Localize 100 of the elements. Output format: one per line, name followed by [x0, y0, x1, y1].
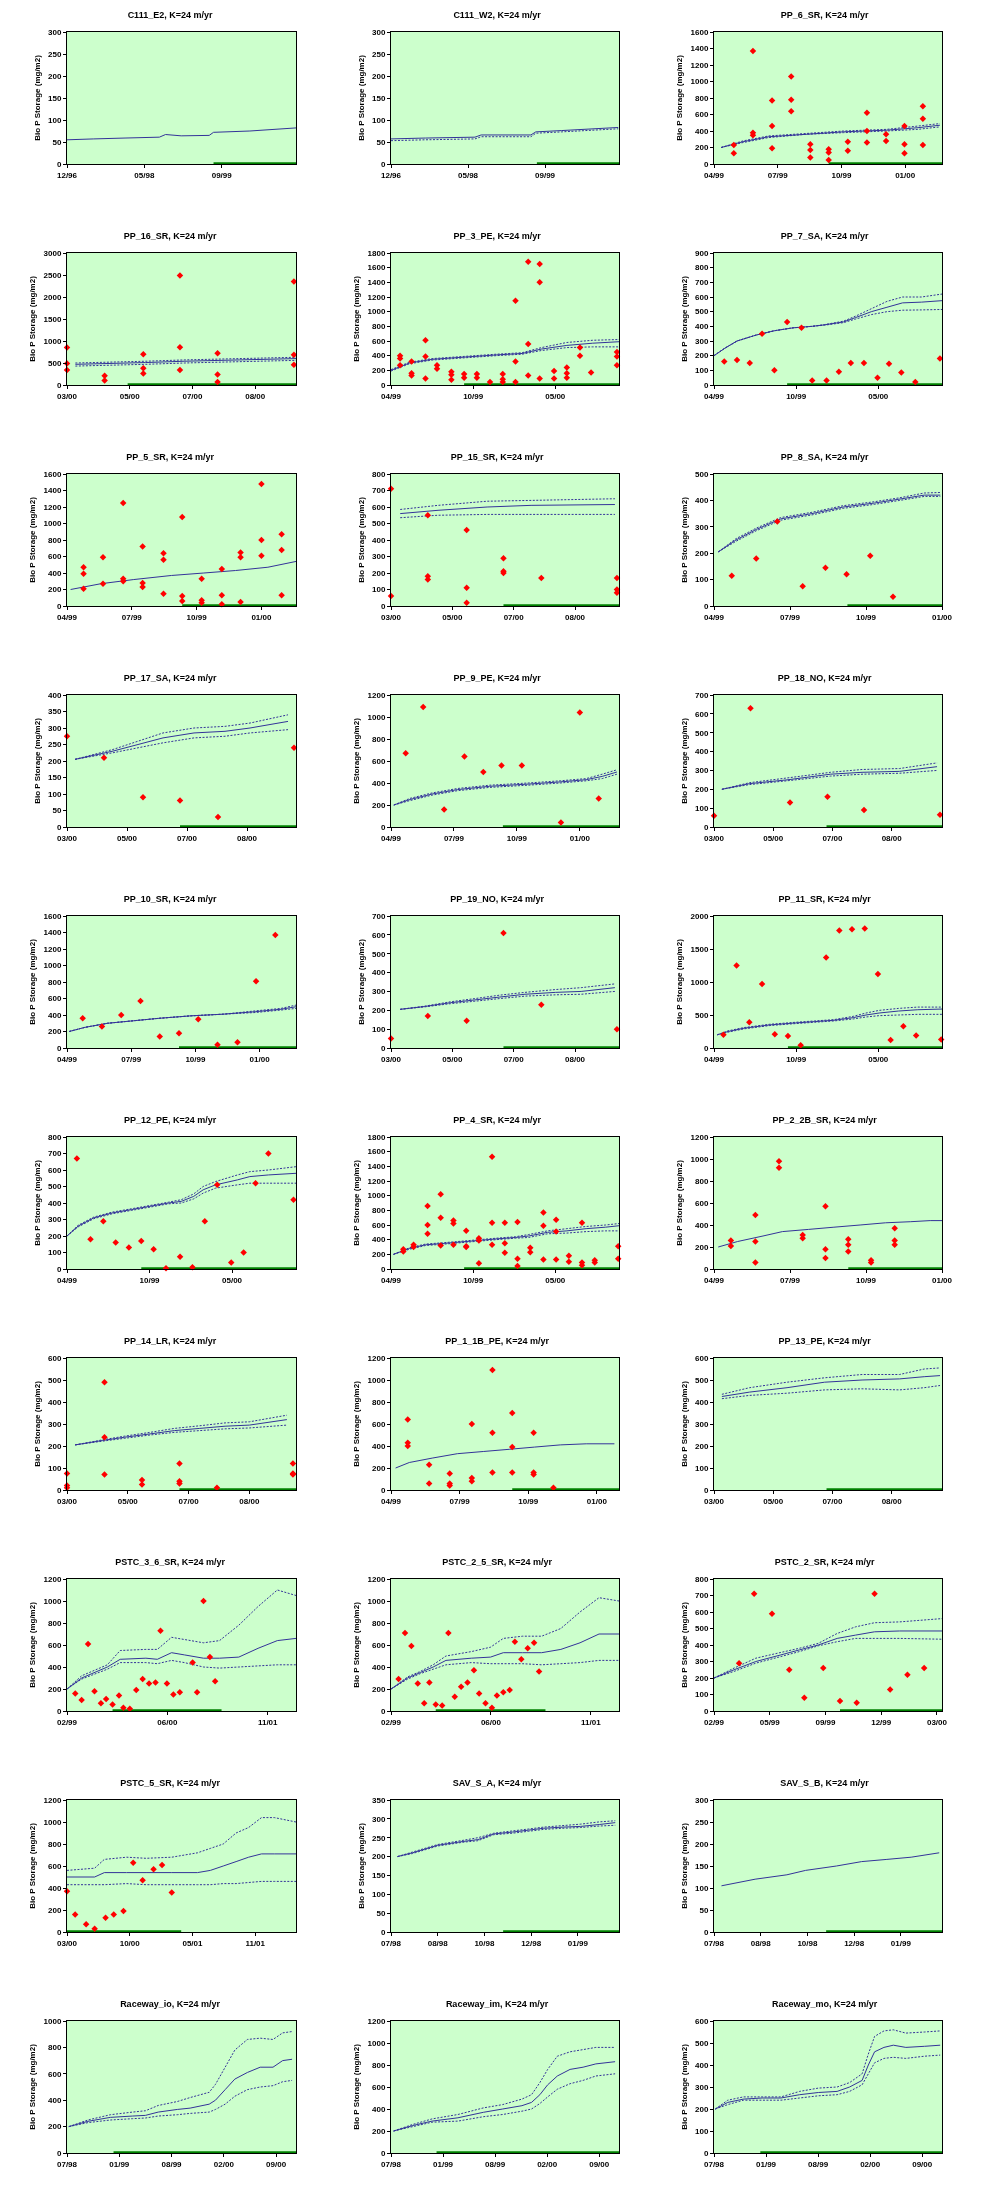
y-tick-label: 200	[695, 351, 709, 361]
y-tick-label: 600	[695, 709, 709, 719]
x-tick-label: 10/99	[185, 1054, 206, 1064]
y-tick-label: 300	[695, 1657, 709, 1667]
y-tick-label: 600	[372, 502, 386, 512]
y-tick-label: 50	[376, 1908, 386, 1918]
y-tick-label: 200	[372, 1463, 386, 1473]
y-axis-title: Bio P Storage (mg/m2)	[675, 1159, 685, 1246]
x-tick-label: 08/98	[427, 1938, 449, 1948]
y-tick-label: 600	[372, 1220, 386, 1230]
x-tick-label: 08/99	[808, 2159, 829, 2169]
x-tick-label: 05/98	[458, 170, 479, 180]
x-tick-label: 04/99	[380, 1496, 402, 1506]
x-tick-label: 11/01	[257, 1717, 279, 1727]
y-tick-label: 1200	[367, 1353, 386, 1363]
y-tick-label: 1000	[367, 307, 386, 317]
x-tick-label: 07/99	[767, 170, 789, 180]
x-tick-label: 02/00	[860, 2159, 881, 2169]
y-tick-label: 1000	[690, 1154, 709, 1164]
x-tick-label: 10/99	[855, 612, 877, 622]
x-tick-label: 09/99	[211, 170, 233, 180]
y-tick-label: 800	[48, 1839, 62, 1849]
x-tick-label: 04/99	[56, 612, 78, 622]
y-tick-label: 300	[695, 522, 709, 532]
y-tick-label: 800	[372, 734, 386, 744]
x-tick-label: 05/01	[182, 1938, 204, 1948]
y-tick-label: 200	[372, 1852, 386, 1862]
x-tick-label: 08/99	[161, 2159, 183, 2169]
x-tick-label: 04/99	[703, 1054, 725, 1064]
y-tick-label: 800	[48, 977, 62, 987]
y-tick-label: 1500	[43, 314, 62, 324]
x-tick-label: 07/98	[703, 2159, 725, 2169]
y-tick-label: 2000	[690, 911, 709, 921]
y-tick-label: 700	[372, 911, 386, 921]
chart-title: PP_2_2B_SR, K=24 m/yr	[772, 1115, 878, 1126]
y-tick-label: 1000	[367, 1375, 386, 1385]
x-tick-label: 05/99	[759, 1717, 781, 1727]
y-tick-label: 600	[695, 110, 709, 120]
x-tick-label: 01/00	[895, 170, 916, 180]
x-tick-label: 05/00	[763, 1496, 784, 1506]
x-tick-label: 03/00	[926, 1717, 948, 1727]
x-tick-label: 02/99	[380, 1717, 402, 1727]
y-tick-label: 500	[48, 358, 62, 368]
y-tick-label: 0	[380, 1927, 386, 1937]
y-tick-label: 400	[372, 351, 386, 361]
x-tick-label: 01/99	[756, 2159, 777, 2169]
chart-title: C111_W2, K=24 m/yr	[453, 10, 542, 21]
y-tick-label: 500	[695, 307, 709, 317]
y-axis-title: Bio P Storage (mg/m2)	[32, 717, 42, 804]
y-tick-label: 800	[372, 2060, 386, 2070]
chart-title: PP_13_PE, K=24 m/yr	[778, 1336, 872, 1347]
y-tick-label: 250	[48, 49, 62, 59]
y-tick-label: 300	[695, 1419, 709, 1429]
x-tick-label: 12/98	[521, 1938, 542, 1948]
y-tick-label: 200	[48, 1905, 62, 1915]
y-tick-label: 0	[56, 1485, 62, 1495]
y-tick-label: 0	[380, 159, 386, 169]
x-tick-label: 05/00	[119, 391, 141, 401]
y-tick-label: 600	[372, 930, 386, 940]
y-axis-title: Bio P Storage (mg/m2)	[352, 1380, 362, 1467]
x-tick-label: 07/99	[121, 612, 143, 622]
y-tick-label: 400	[372, 1235, 386, 1245]
y-tick-label: 100	[695, 366, 709, 376]
x-tick-label: 08/00	[565, 612, 586, 622]
y-tick-label: 400	[695, 1397, 709, 1407]
y-tick-label: 200	[372, 1684, 386, 1694]
y-tick-label: 0	[380, 1706, 386, 1716]
y-tick-label: 600	[372, 756, 386, 766]
x-tick-label: 08/00	[236, 833, 258, 843]
y-tick-label: 0	[380, 2148, 386, 2158]
y-tick-label: 0	[56, 1043, 62, 1053]
y-tick-label: 0	[56, 601, 62, 611]
x-tick-label: 07/00	[178, 1496, 200, 1506]
x-tick-label: 03/00	[380, 1054, 402, 1064]
x-tick-label: 10/99	[831, 170, 852, 180]
x-tick-label: 09/99	[815, 1717, 837, 1727]
y-tick-label: 600	[48, 994, 62, 1004]
y-tick-label: 200	[372, 1250, 386, 1260]
y-tick-label: 300	[372, 27, 386, 37]
y-tick-label: 1600	[690, 27, 709, 37]
y-tick-label: 1200	[367, 1176, 386, 1186]
chart-title: PP_6_SR, K=24 m/yr	[780, 10, 869, 21]
y-axis-title: Bio P Storage (mg/m2)	[679, 1822, 689, 1909]
y-axis-title: Bio P Storage (mg/m2)	[28, 1601, 38, 1688]
x-tick-label: 07/00	[822, 1496, 843, 1506]
x-tick-label: 10/99	[786, 1054, 807, 1064]
y-tick-label: 300	[695, 1795, 709, 1805]
x-tick-label: 05/00	[222, 1275, 243, 1285]
chart-title: PSTC_3_6_SR, K=24 m/yr	[115, 1557, 226, 1568]
y-tick-label: 1200	[367, 292, 386, 302]
y-tick-label: 100	[372, 585, 386, 595]
y-tick-label: 400	[695, 126, 709, 136]
y-tick-label: 1000	[367, 2038, 386, 2048]
y-tick-label: 600	[695, 1607, 709, 1617]
y-tick-label: 0	[703, 822, 709, 832]
y-axis-title: Bio P Storage (mg/m2)	[32, 1159, 42, 1246]
y-tick-label: 600	[372, 1419, 386, 1429]
y-tick-label: 1200	[43, 944, 62, 954]
y-tick-label: 400	[372, 535, 386, 545]
x-tick-label: 02/99	[56, 1717, 78, 1727]
